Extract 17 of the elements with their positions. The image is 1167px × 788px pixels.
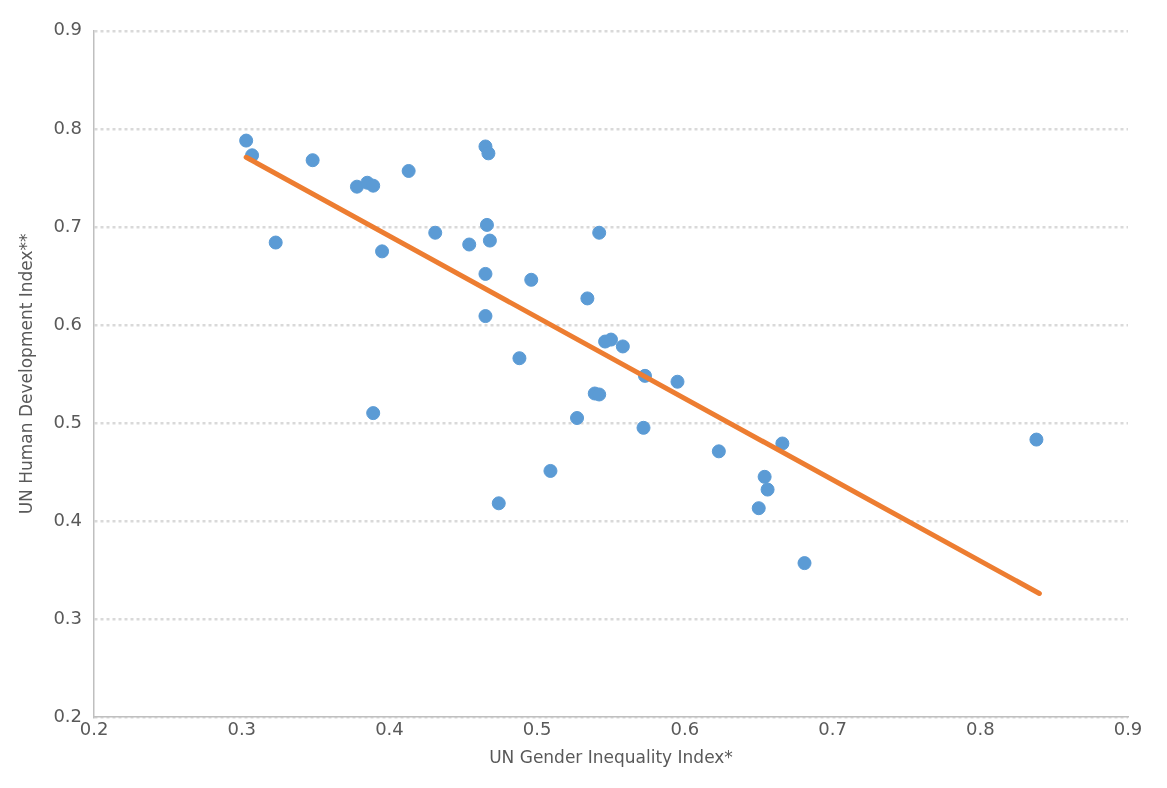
y-axis-title: UN Human Development Index** bbox=[15, 233, 36, 515]
x-tick-label: 0.5 bbox=[522, 718, 552, 740]
x-tick-label: 0.8 bbox=[965, 718, 995, 740]
y-tick-label: 0.6 bbox=[53, 312, 83, 334]
y-tick-label: 0.3 bbox=[53, 606, 83, 628]
x-tick-label: 0.4 bbox=[375, 718, 404, 740]
x-tick-label: 0.3 bbox=[227, 718, 257, 740]
x-axis-title: UN Gender Inequality Index* bbox=[489, 747, 733, 768]
y-tick-label: 0.5 bbox=[53, 410, 83, 432]
x-tick-label: 0.9 bbox=[1113, 718, 1143, 740]
x-tick-label: 0.6 bbox=[670, 718, 700, 740]
x-tick-label: 0.2 bbox=[79, 718, 109, 740]
y-tick-label: 0.8 bbox=[53, 116, 83, 138]
y-tick-label: 0.4 bbox=[53, 508, 83, 530]
y-tick-label: 0.7 bbox=[53, 214, 83, 236]
x-tick-label: 0.7 bbox=[818, 718, 847, 740]
y-tick-label: 0.9 bbox=[53, 18, 83, 40]
